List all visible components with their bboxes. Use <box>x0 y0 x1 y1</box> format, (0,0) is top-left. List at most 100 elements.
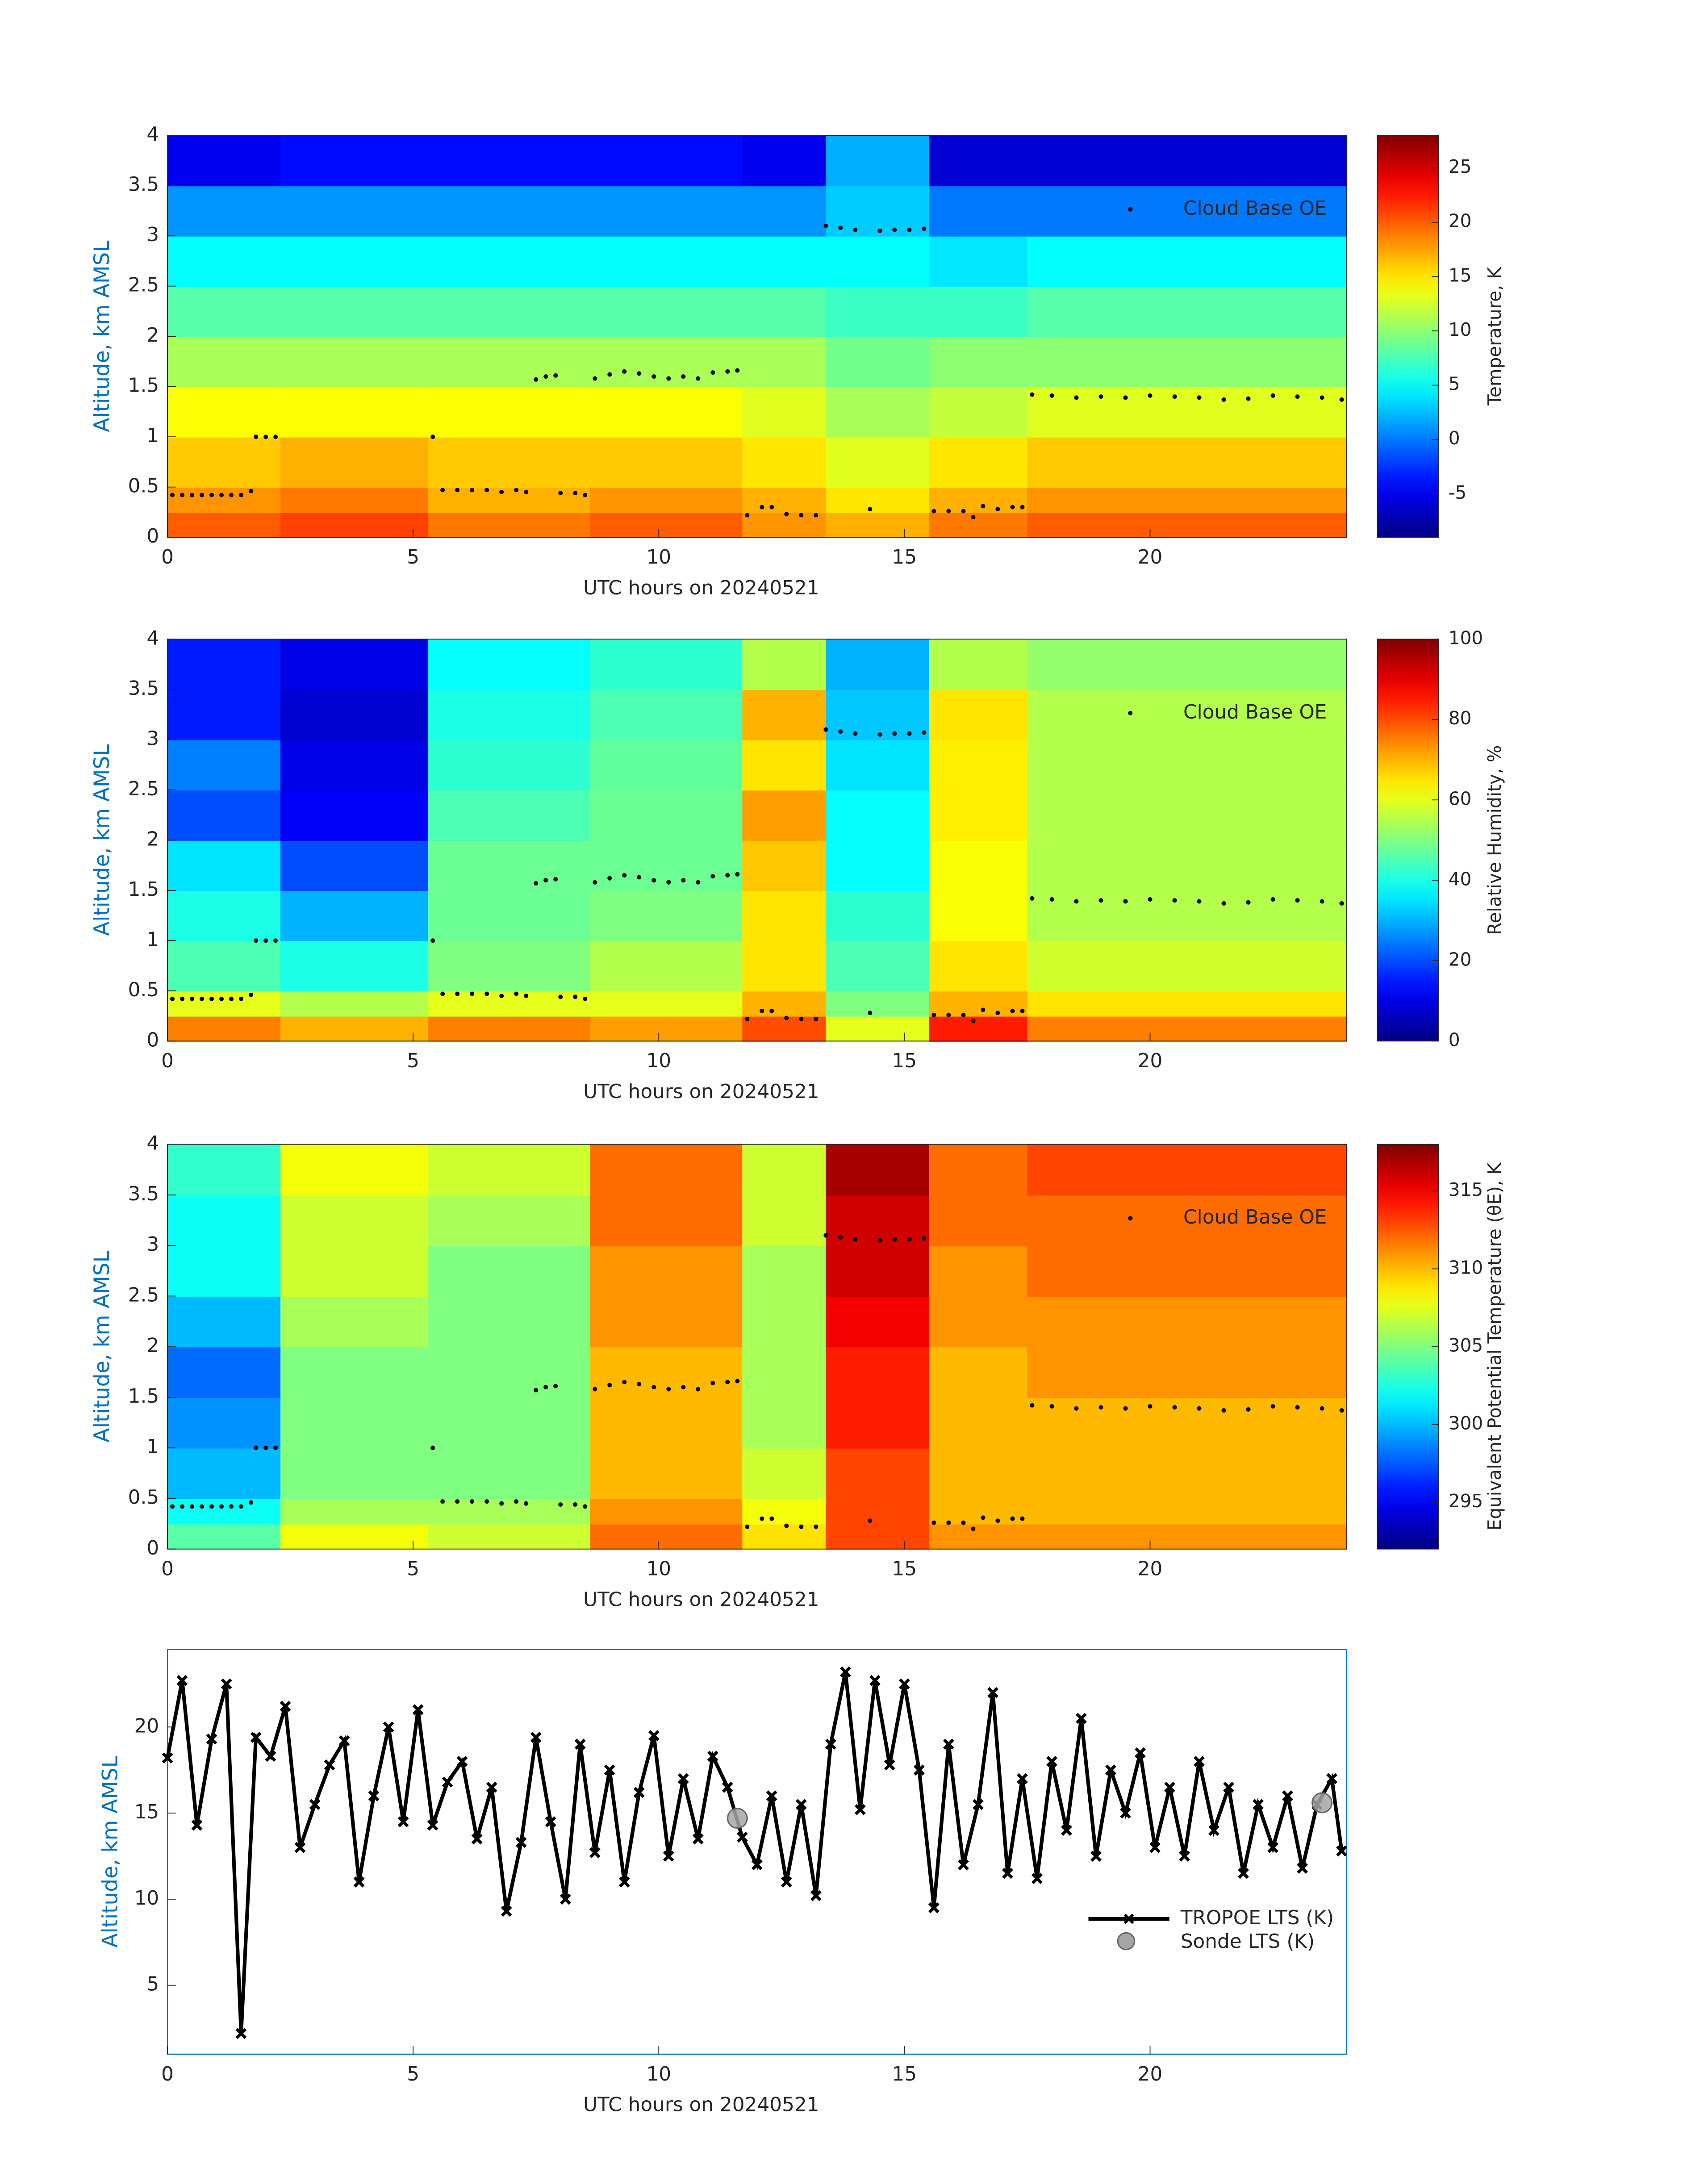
legend-label: Cloud Base OE <box>1183 197 1327 220</box>
x-marker <box>943 1738 954 1750</box>
cloud-base-point <box>1197 395 1202 400</box>
x-marker <box>957 1859 969 1871</box>
x-tick-label: 0 <box>161 546 174 568</box>
x-tick-label: 15 <box>892 1049 917 1072</box>
heat-cell <box>280 689 429 740</box>
cloud-base-point <box>514 488 519 493</box>
x-marker <box>1179 1851 1190 1862</box>
heat-cell <box>1027 487 1348 513</box>
heat-cell <box>742 890 827 941</box>
x-tick-label: 10 <box>646 546 671 568</box>
cloud-base-point <box>735 368 740 373</box>
cloud-base-point <box>484 488 489 493</box>
cloud-base-point <box>553 373 558 378</box>
cloud-base-point <box>249 489 254 493</box>
x-marker <box>1135 1747 1146 1759</box>
cloud-base-point <box>180 493 185 497</box>
heat-cell <box>826 1245 930 1297</box>
cloud-base-point <box>499 489 504 494</box>
y-tick-label: 2.5 <box>128 1283 159 1306</box>
cloud-base-point <box>946 1520 951 1525</box>
y-tick-label: 3 <box>146 1233 159 1256</box>
cloud-base-point <box>1339 901 1344 906</box>
heat-cell <box>167 1346 281 1398</box>
cloud-base-point <box>696 376 701 381</box>
heat-cell <box>590 1397 743 1449</box>
x-marker <box>869 1675 881 1686</box>
heat-cell <box>826 185 930 237</box>
cloud-base-point <box>534 881 539 886</box>
y-tick-label: 3.5 <box>128 1183 159 1205</box>
heat-cell <box>590 512 743 538</box>
heat-cell <box>428 1524 591 1550</box>
x-marker <box>250 1732 262 1743</box>
cloud-base-point <box>1172 394 1177 399</box>
heat-cell <box>590 437 743 488</box>
heat-cell <box>929 639 1028 690</box>
y-axis-label: Altitude, km AMSL <box>90 744 114 936</box>
cloud-base-point <box>725 1379 730 1384</box>
heat-cell <box>280 940 429 992</box>
cloud-base-point <box>583 493 588 497</box>
heat-cell <box>1027 1346 1348 1398</box>
cloud-base-point <box>877 732 882 737</box>
heat-cell <box>826 790 930 841</box>
heat-cell <box>929 1346 1028 1398</box>
cloud-base-point <box>1246 1407 1251 1412</box>
cloud-base-point <box>607 876 612 881</box>
heat-cell <box>1027 236 1348 287</box>
cloud-base-point <box>543 374 548 379</box>
heat-cell <box>826 740 930 791</box>
cloud-base-point <box>200 996 205 1001</box>
heat-cell <box>167 236 281 287</box>
cloud-base-point <box>254 1446 259 1450</box>
cloud-base-point <box>799 1524 804 1529</box>
cloud-base-point <box>534 377 539 382</box>
heat-cell <box>1027 890 1348 941</box>
y-tick-label: 4 <box>146 627 159 649</box>
heat-cell <box>929 1144 1028 1196</box>
x-marker <box>839 1666 851 1678</box>
cloud-base-point <box>799 513 804 518</box>
x-axis-label: UTC hours on 20240521 <box>583 1080 819 1103</box>
heat-cell <box>742 840 827 891</box>
cloud-base-point <box>209 1504 214 1509</box>
heat-cell <box>428 1245 591 1297</box>
heat-cell <box>167 840 281 891</box>
x-tick-label: 5 <box>407 546 419 568</box>
x-marker <box>589 1847 601 1859</box>
x-marker <box>1267 1842 1279 1853</box>
heat-cell <box>167 512 281 538</box>
heat-cell <box>167 1245 281 1297</box>
x-marker <box>294 1842 306 1853</box>
cloud-base-point <box>995 1011 1000 1015</box>
cloud-base-point <box>892 227 897 232</box>
heat-cell <box>590 386 743 438</box>
cloud-base-point <box>637 1382 642 1387</box>
colorbar-tick-label: 5 <box>1449 373 1460 395</box>
heat-cell <box>1027 336 1348 388</box>
y-tick-label: 1 <box>146 928 159 951</box>
cloud-base-point <box>524 994 529 998</box>
x-tick-label: 15 <box>892 546 917 568</box>
cloud-base-point <box>784 512 789 517</box>
heat-cell <box>428 940 591 992</box>
heat-cell <box>1027 1397 1348 1449</box>
cloud-base-point <box>239 1504 244 1509</box>
cloud-base-point <box>1295 898 1300 903</box>
x-marker <box>280 1701 291 1712</box>
heat-cell <box>1027 512 1348 538</box>
cloud-base-point <box>180 1504 185 1509</box>
y-tick-label: 2 <box>146 1334 159 1357</box>
x-marker <box>515 1837 527 1848</box>
x-marker <box>854 1804 866 1815</box>
x-marker <box>1194 1755 1205 1767</box>
cloud-base-point <box>946 1012 951 1017</box>
cloud-base-point <box>814 1524 819 1529</box>
x-marker <box>368 1790 380 1801</box>
cloud-base-point <box>907 227 912 232</box>
cloud-base-point <box>735 1379 740 1383</box>
cloud-base-point <box>666 880 671 885</box>
cloud-base-point <box>760 505 764 510</box>
cloud-base-point <box>823 223 828 228</box>
